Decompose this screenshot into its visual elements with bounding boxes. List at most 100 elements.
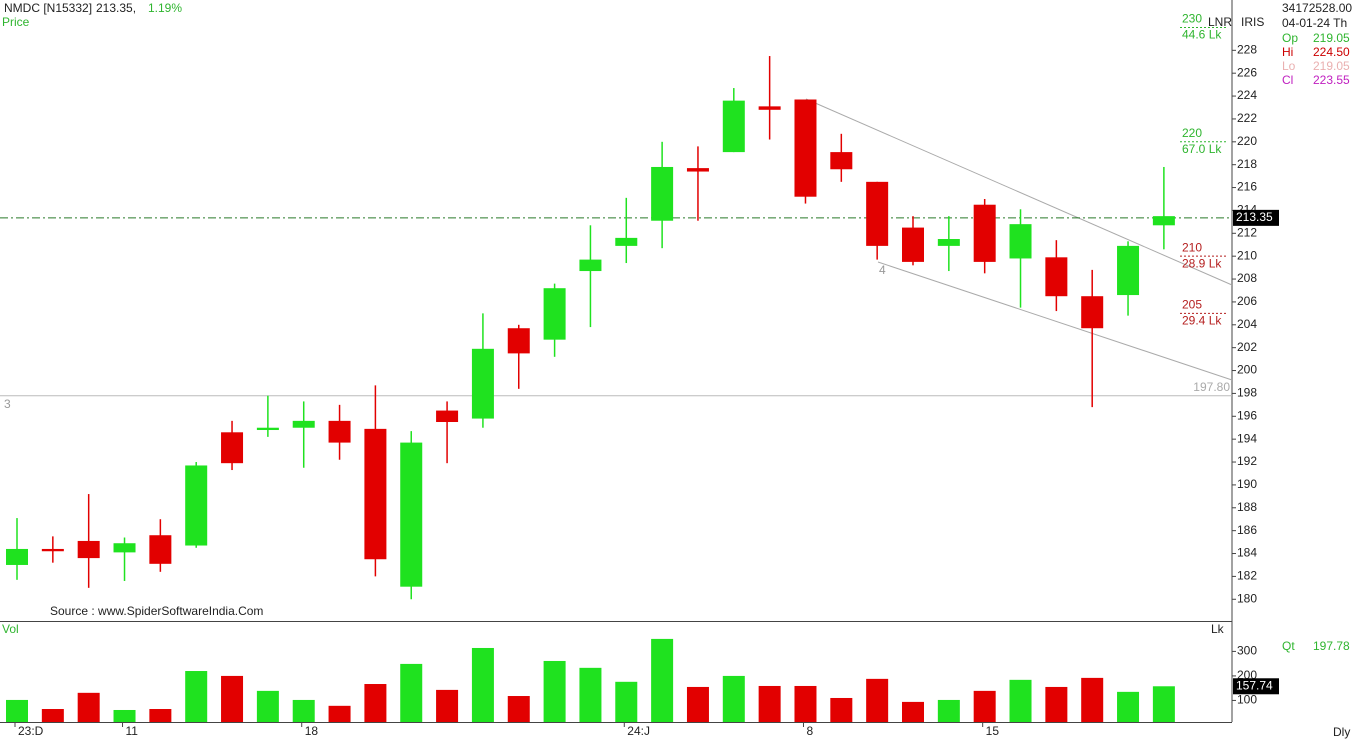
candle-body — [758, 106, 781, 110]
candle-body — [256, 427, 279, 431]
candle-body — [1081, 296, 1104, 329]
source: Source : www.SpiderSoftwareIndia.Com — [50, 604, 263, 618]
y-tick-label: 202 — [1237, 340, 1257, 354]
y-tick-label: 206 — [1237, 294, 1257, 308]
candle-body — [902, 227, 924, 262]
y-tick-label: 192 — [1237, 454, 1257, 468]
y-tick-label: 210 — [1237, 248, 1257, 262]
info-id: 34172528.00 — [1282, 1, 1352, 15]
y-tick-label: 188 — [1237, 500, 1257, 514]
y-tick-label: 204 — [1237, 317, 1257, 331]
annotation: 3 — [4, 397, 11, 411]
candle-body — [436, 410, 459, 423]
volume-bar — [149, 709, 172, 722]
volume-bar — [1045, 686, 1068, 722]
candle-body — [866, 181, 889, 246]
info-value: 219.05 — [1313, 31, 1350, 45]
y-tick-label: 218 — [1237, 157, 1257, 171]
volume-bar — [328, 705, 351, 722]
volume-bar — [830, 697, 853, 722]
volume-bar — [113, 709, 136, 722]
last-price-label-box — [1233, 209, 1279, 226]
volume-bar — [364, 684, 387, 722]
candle-body — [1045, 257, 1068, 297]
candle-body — [1117, 245, 1140, 296]
volume-bar — [651, 638, 674, 722]
volume-bar — [292, 699, 315, 722]
volume-bar — [937, 699, 960, 722]
last-volume-label-box — [1233, 678, 1279, 695]
volume-bar — [400, 663, 423, 722]
x-tick-label: 18 — [305, 724, 319, 738]
info-key: Hi — [1282, 45, 1293, 59]
change: 1.19% — [148, 1, 182, 15]
candle-body — [722, 100, 745, 153]
trend-line — [805, 98, 1233, 286]
volume-tick-label: 300 — [1237, 644, 1257, 658]
level-volume: 29.4 Lk — [1182, 314, 1222, 328]
volume-bar — [41, 709, 64, 722]
y-tick-label: 184 — [1237, 546, 1257, 560]
last-price-label: 213.35 — [1236, 210, 1273, 224]
volume-bar — [1009, 679, 1032, 722]
candle-body — [149, 535, 172, 564]
x-tick-label: 15 — [986, 724, 1000, 738]
candle-body — [830, 152, 853, 170]
y-tick-label: 222 — [1237, 111, 1257, 125]
volume-bar — [686, 686, 709, 722]
tool-label: IRIS — [1241, 15, 1264, 29]
y-tick-label: 224 — [1237, 88, 1257, 102]
volume-bar — [543, 660, 566, 722]
level-price: 210 — [1182, 240, 1202, 254]
y-tick-label: 180 — [1237, 591, 1257, 605]
level-price: 220 — [1182, 126, 1202, 140]
symbol: NMDC [N15332] — [4, 1, 92, 15]
y-tick-label: 228 — [1237, 42, 1257, 56]
y-tick-label: 198 — [1237, 386, 1257, 400]
level-price: 230 — [1182, 12, 1202, 26]
y-tick-label: 182 — [1237, 569, 1257, 583]
annotation: 4 — [879, 263, 886, 277]
y-tick-label: 220 — [1237, 134, 1257, 148]
candle-body — [543, 288, 566, 340]
volume-bar — [794, 685, 817, 722]
volume-bar — [507, 696, 530, 722]
pane-label: Price — [2, 15, 30, 29]
y-tick-label: 216 — [1237, 180, 1257, 194]
candle-body — [651, 166, 674, 221]
y-tick-label: 186 — [1237, 523, 1257, 537]
volume-bar — [1152, 686, 1175, 722]
info-key: Lo — [1282, 59, 1296, 73]
candle-body — [579, 259, 602, 272]
volume-bar — [1081, 677, 1104, 722]
y-tick-label: 190 — [1237, 477, 1257, 491]
info-value: 224.50 — [1313, 45, 1350, 59]
candle-body — [6, 548, 28, 565]
candle-body — [471, 348, 494, 419]
volume-bar — [221, 675, 244, 722]
candle-body — [1009, 224, 1032, 259]
y-tick-label: 200 — [1237, 363, 1257, 377]
candle-body — [937, 239, 960, 246]
volume-tick-label: 100 — [1237, 693, 1257, 707]
candle-body — [113, 543, 136, 553]
info-value: 219.05 — [1313, 59, 1350, 73]
info-key: Cl — [1282, 73, 1293, 87]
volume-bar — [758, 685, 781, 722]
unit-label: LNR — [1208, 15, 1232, 29]
volume-bar — [1117, 691, 1140, 722]
x-tick-label: 24:J — [627, 724, 650, 738]
volume-bar — [866, 678, 889, 722]
candle-body — [328, 420, 351, 443]
level-price: 205 — [1182, 298, 1202, 312]
candle-body — [686, 168, 709, 172]
candle-body — [41, 548, 64, 552]
info-key: Op — [1282, 31, 1298, 45]
volume-label: Vol — [2, 622, 19, 636]
y-tick-label: 212 — [1237, 225, 1257, 239]
volume-bar — [902, 701, 924, 722]
trend-line — [877, 261, 1233, 381]
volume-bar — [436, 689, 459, 722]
